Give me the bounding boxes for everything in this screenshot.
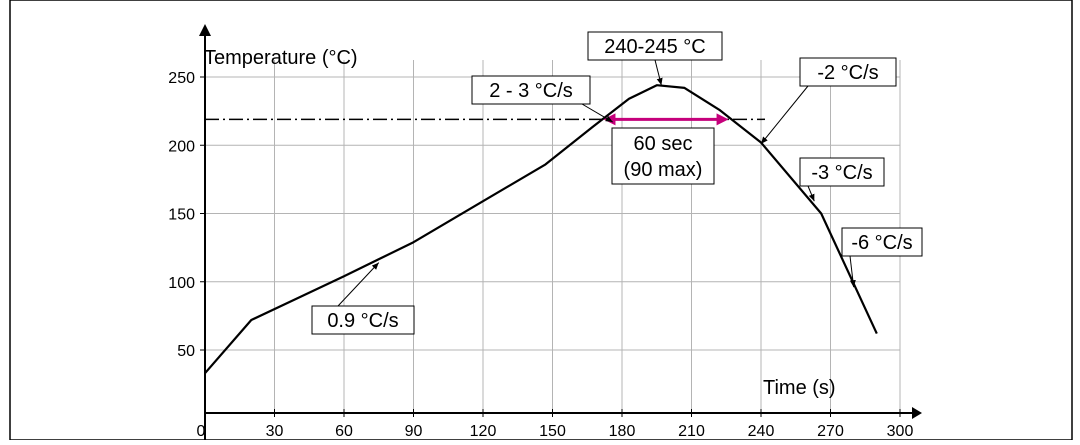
annotation-label: 240-245 °C xyxy=(604,36,705,58)
annotation-label: -3 °C/s xyxy=(811,162,872,184)
annotation-leader-arrow xyxy=(760,85,809,145)
time-above-liquidus: 60 sec (90 max) xyxy=(603,113,729,185)
tal-label-line-1: 60 sec xyxy=(634,133,693,155)
annotation-box xyxy=(799,157,885,187)
grid xyxy=(205,60,901,413)
x-tick-label: 180 xyxy=(609,423,636,440)
x-tick-label: 90 xyxy=(405,423,423,440)
annotation-label: 2 - 3 °C/s xyxy=(489,80,573,102)
x-tick-label: 120 xyxy=(470,423,497,440)
annotation-leader-arrow xyxy=(337,262,380,307)
annotation-leader-arrow xyxy=(581,103,613,123)
annotation-label: 0.9 °C/s xyxy=(327,310,398,332)
x-tick-label: 270 xyxy=(817,423,844,440)
annotation-leader-arrow xyxy=(807,185,815,202)
annotations: 240-245 °C 2 - 3 °C/s -2 °C/s -3 °C/s -6 °C/… xyxy=(311,31,923,335)
x-tick-label: 240 xyxy=(748,423,775,440)
y-tick-label: 200 xyxy=(168,138,195,155)
annotation-leader-arrow xyxy=(849,255,856,288)
annotation-box xyxy=(841,227,923,257)
annotation-box xyxy=(311,305,415,335)
x-tick-label: 60 xyxy=(335,423,353,440)
x-tick-label: 0 xyxy=(197,423,206,440)
x-axis-arrowhead xyxy=(912,407,922,419)
x-axis-label: Time (s) xyxy=(763,377,836,399)
temperature-profile-line xyxy=(204,84,878,374)
series xyxy=(204,84,878,374)
y-tick-label: 150 xyxy=(168,207,195,224)
x-tick-label: 30 xyxy=(266,423,284,440)
tal-label-box xyxy=(611,127,715,185)
annotation-box xyxy=(587,31,723,61)
x-tick-label: 210 xyxy=(678,423,705,440)
x-tick-label: 300 xyxy=(887,423,914,440)
tal-label-line-2: (90 max) xyxy=(624,159,703,181)
y-tick-label: 100 xyxy=(168,275,195,292)
y-axis-label: Temperature (°C) xyxy=(204,47,358,69)
tick-labels: 0 30 60 90 120 150 180 210 240 270 300 50 100 150 200 2… xyxy=(168,70,913,440)
annotation-label: -2 °C/s xyxy=(817,62,878,84)
annotation-box xyxy=(799,57,897,87)
y-tick-label: 50 xyxy=(177,343,195,360)
y-tick-label: 250 xyxy=(168,70,195,87)
x-tick-label: 150 xyxy=(539,423,566,440)
annotation-label: -6 °C/s xyxy=(851,232,912,254)
tal-arrowhead-right xyxy=(716,113,729,126)
annotation-leader-arrow xyxy=(654,59,663,86)
annotation-box xyxy=(471,75,591,105)
y-axis-arrowhead xyxy=(199,24,211,36)
